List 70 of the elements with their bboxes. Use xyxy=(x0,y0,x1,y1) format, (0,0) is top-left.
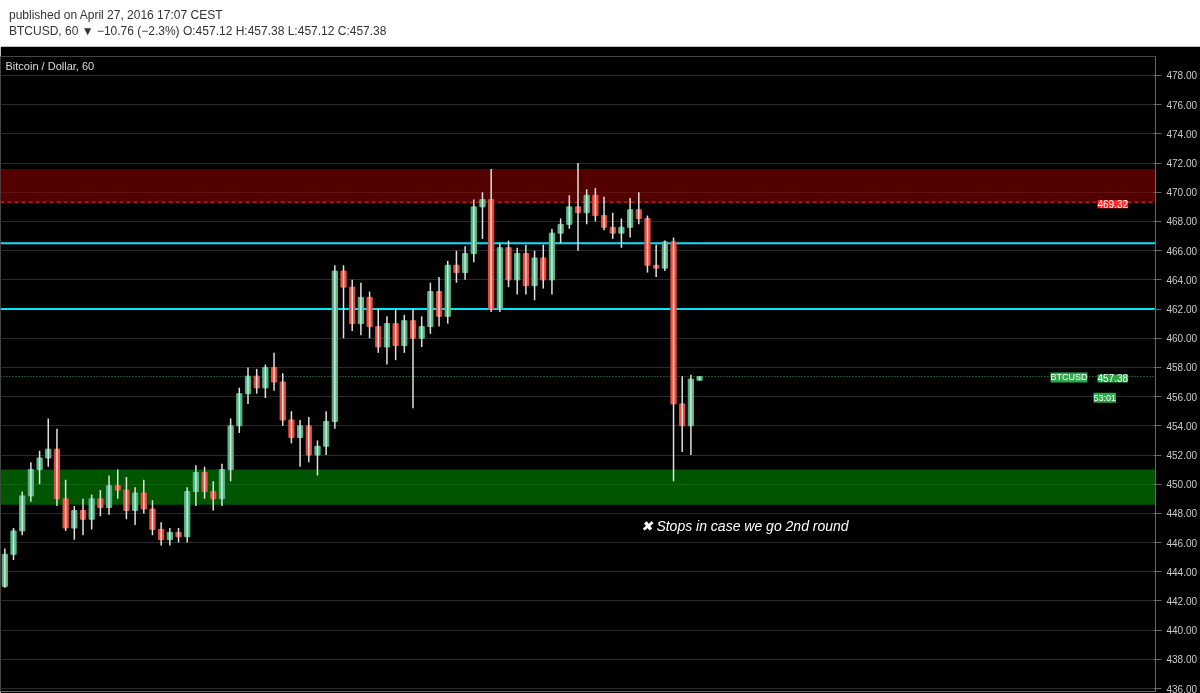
candlestick xyxy=(453,249,460,284)
candlestick xyxy=(618,217,625,249)
candlestick xyxy=(71,505,78,541)
y-tick-label: 460.00 xyxy=(1166,333,1198,345)
candlestick xyxy=(427,282,434,335)
annotation: BTCUSD xyxy=(1050,372,1088,383)
y-tick-label: 466.00 xyxy=(1166,245,1198,257)
y-tick-label: 452.00 xyxy=(1166,450,1198,462)
candlestick xyxy=(262,363,269,399)
candlestick xyxy=(557,217,564,245)
y-tick-label: 462.00 xyxy=(1166,304,1198,316)
candlestick xyxy=(123,476,130,520)
candlestick xyxy=(236,387,243,434)
candlestick xyxy=(583,188,590,226)
candlestick xyxy=(45,417,52,468)
candlestick xyxy=(288,410,295,445)
candlestick xyxy=(366,290,373,339)
candlestick xyxy=(10,527,17,561)
chart-subtitle: published on April 27, 2016 17:07 CEST xyxy=(9,7,224,23)
candlestick xyxy=(314,439,321,477)
candlestick xyxy=(592,187,599,223)
y-tick-label: 470.00 xyxy=(1166,187,1198,199)
y-tick-label: 476.00 xyxy=(1166,99,1198,111)
candlestick xyxy=(444,260,451,325)
ref-line-label: 469.32 xyxy=(1097,199,1129,211)
candlestick xyxy=(97,489,104,518)
candlestick xyxy=(375,308,382,354)
y-tick-label: 478.00 xyxy=(1166,70,1198,82)
candlestick xyxy=(88,493,95,531)
candlestick xyxy=(62,479,69,532)
y-tick-label: 438.00 xyxy=(1166,654,1198,666)
candlestick xyxy=(114,468,121,500)
y-tick-label: 442.00 xyxy=(1166,595,1198,607)
candlestick xyxy=(210,480,217,512)
candlestick xyxy=(418,315,425,348)
y-tick-label: 440.00 xyxy=(1166,625,1198,637)
annotation: Bitcoin / Dollar, 60 xyxy=(5,59,95,72)
candlestick xyxy=(644,214,651,274)
candlestick xyxy=(531,249,538,302)
annotation: ✖ Stops in case we go 2nd round xyxy=(640,517,850,534)
candlestick xyxy=(340,264,347,339)
y-tick-label: 468.00 xyxy=(1166,216,1198,228)
chart-title: BTCUSD, 60 ▼ −10.76 (−2.3%) O:457.12 H:457.38 L:457.12 C:457.38 xyxy=(9,23,387,39)
candlestick xyxy=(609,211,616,240)
candlestick xyxy=(392,308,399,361)
y-tick-label: 458.00 xyxy=(1166,362,1198,374)
y-tick-label: 474.00 xyxy=(1166,128,1198,140)
candlestick xyxy=(401,314,408,354)
candlestick xyxy=(279,372,286,427)
ref-line-label: 457.38 xyxy=(1097,373,1129,385)
candlestick xyxy=(227,417,234,483)
candlestick xyxy=(201,465,208,500)
candlestick xyxy=(540,244,547,290)
y-tick-label: 450.00 xyxy=(1166,479,1198,491)
candlestick xyxy=(479,191,486,240)
y-tick-label: 448.00 xyxy=(1166,508,1198,520)
y-tick-label: 472.00 xyxy=(1166,158,1198,170)
y-tick-label: 464.00 xyxy=(1166,274,1198,286)
annotation: 53:01 xyxy=(1093,392,1117,403)
candlestick xyxy=(670,236,677,483)
y-tick-label: 436.00 xyxy=(1166,683,1198,693)
candlestick xyxy=(566,194,573,230)
y-tick-label: 456.00 xyxy=(1166,391,1198,403)
y-tick-label: 446.00 xyxy=(1166,537,1198,549)
candlestick xyxy=(36,449,43,485)
candlestick xyxy=(149,499,156,537)
candlestick xyxy=(253,368,260,395)
y-tick-label: 454.00 xyxy=(1166,420,1198,432)
y-tick-label: 444.00 xyxy=(1166,566,1198,578)
candlestick xyxy=(505,239,512,288)
